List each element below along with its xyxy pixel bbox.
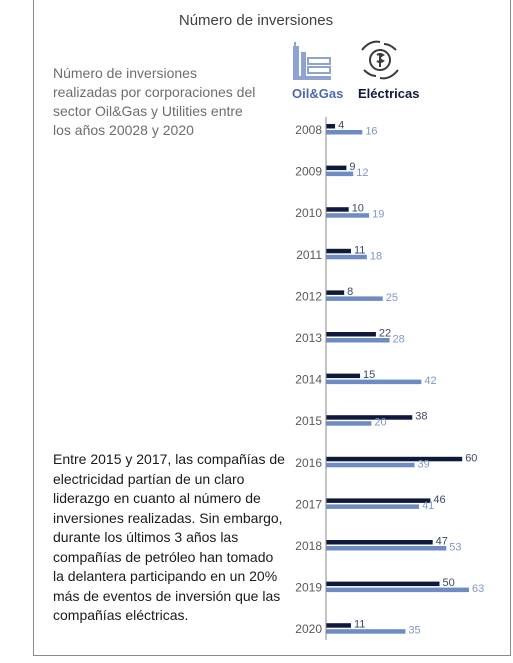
value-label-oil: 50 <box>442 577 454 589</box>
value-label-oil: 9 <box>349 161 355 173</box>
bar-elec <box>326 338 390 343</box>
y-tick-label: 2015 <box>295 414 322 428</box>
bar-elec <box>326 213 370 218</box>
value-label-elec: 35 <box>408 625 420 637</box>
value-label-oil: 8 <box>347 286 353 298</box>
bar-oil <box>326 498 431 503</box>
value-label-oil: 4 <box>338 120 344 132</box>
y-tick-label: 2012 <box>295 289 322 303</box>
bar-oil <box>326 165 347 171</box>
value-label-elec: 39 <box>418 458 430 470</box>
value-label-oil: 22 <box>379 328 391 340</box>
value-label-elec: 53 <box>449 542 461 554</box>
bar-elec <box>326 629 406 634</box>
bar-oil <box>326 456 463 462</box>
y-tick-label: 2010 <box>295 206 322 220</box>
bar-elec <box>326 546 447 551</box>
value-label-elec: 25 <box>386 292 398 304</box>
chart-note: Entre 2015 y 2017, las compañías de elec… <box>53 451 285 623</box>
bar-oil <box>326 290 345 295</box>
oil-refinery-icon <box>293 42 331 80</box>
value-label-elec: 63 <box>472 583 484 595</box>
bar-oil <box>326 373 361 379</box>
bar-oil <box>326 623 351 628</box>
value-label-oil: 10 <box>352 203 364 215</box>
bar-oil <box>326 332 376 337</box>
bar-elec <box>326 421 372 426</box>
value-label-elec: 20 <box>374 417 386 429</box>
bar-oil <box>326 207 349 212</box>
bar-elec <box>326 254 367 260</box>
y-tick-label: 2008 <box>295 123 322 137</box>
y-tick-label: 2018 <box>295 539 322 553</box>
y-tick-label: 2011 <box>296 248 322 262</box>
bar-oil <box>326 415 413 420</box>
bar-oil <box>326 248 351 254</box>
chart-description: Número de inversiones realizadas por cor… <box>53 65 256 138</box>
bar-elec <box>326 504 420 509</box>
bar-elec <box>326 462 415 468</box>
value-label-oil: 15 <box>363 369 375 381</box>
value-label-oil: 47 <box>436 536 448 548</box>
bar-elec <box>326 130 363 135</box>
bar-elec <box>326 171 354 177</box>
y-tick-label: 2017 <box>295 497 322 511</box>
chart-title: Número de inversiones <box>178 12 334 29</box>
bar-elec <box>326 296 383 301</box>
y-tick-label: 2019 <box>295 581 322 595</box>
value-label-oil: 38 <box>415 411 427 423</box>
y-tick-label: 2013 <box>295 331 322 345</box>
value-label-elec: 19 <box>372 209 384 221</box>
y-tick-label: 2014 <box>295 373 322 387</box>
value-label-oil: 46 <box>433 494 445 506</box>
value-label-elec: 41 <box>422 500 434 512</box>
value-label-elec: 42 <box>424 375 436 387</box>
value-label-elec: 28 <box>393 334 405 346</box>
value-label-oil: 11 <box>354 244 365 256</box>
value-label-elec: 12 <box>356 167 368 179</box>
legend-elec-label: Eléctricas <box>358 86 420 101</box>
y-tick-label: 2020 <box>295 622 322 636</box>
bar-oil <box>326 540 433 545</box>
value-label-oil: 60 <box>465 452 477 464</box>
y-tick-label: 2016 <box>295 456 322 470</box>
value-label-elec: 18 <box>370 250 382 262</box>
y-tick-label: 2009 <box>295 165 322 179</box>
bar-elec <box>326 379 422 385</box>
value-label-elec: 16 <box>365 126 377 138</box>
bar-elec <box>326 587 469 593</box>
legend-oil-label: Oil&Gas <box>292 86 344 101</box>
hand-money-icon <box>361 40 399 80</box>
bar-oil <box>326 581 440 587</box>
bar-oil <box>326 124 336 129</box>
value-label-oil: 11 <box>354 619 365 631</box>
